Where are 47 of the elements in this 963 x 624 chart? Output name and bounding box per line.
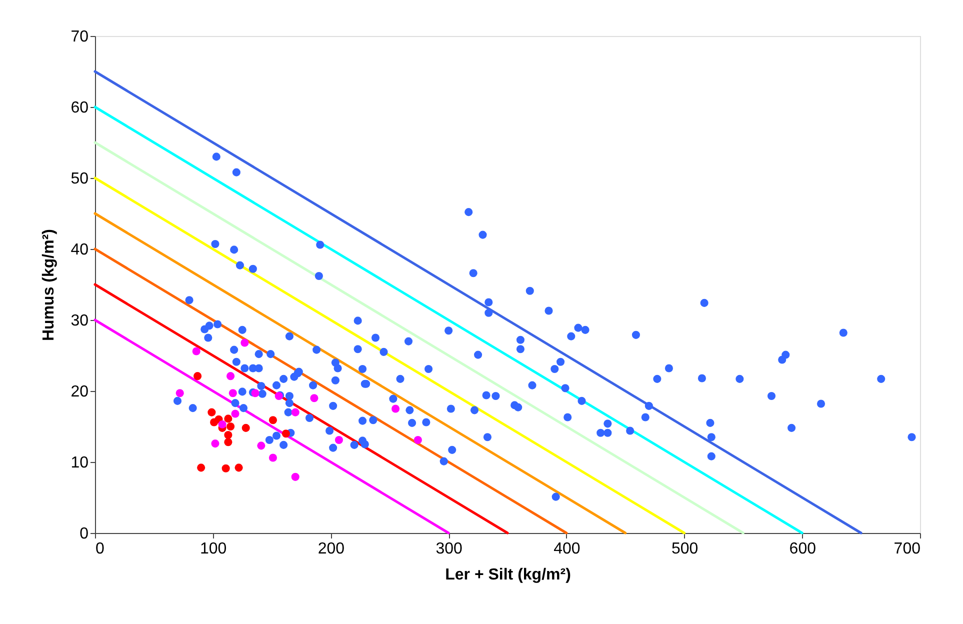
y-axis-title: Humus (kg/m²) [40,229,58,341]
point [282,430,290,438]
y-tick-label: 0 [80,526,89,542]
x-axis-title: Ler + Silt (kg/m²) [445,566,571,584]
point [414,436,422,444]
point [176,389,184,398]
y-tick-label: 70 [70,28,89,46]
x-tick-label: 100 [200,540,227,558]
point [197,464,206,472]
point [334,436,343,444]
point [224,430,232,440]
y-tick-label: 40 [70,242,89,258]
x-tick-label: 700 [894,540,921,558]
x-tick-label: 600 [789,540,816,558]
point [224,414,232,423]
point [226,422,235,431]
x-tick-label: 500 [671,540,698,558]
y-tick-label: 30 [70,312,89,330]
point [291,472,300,481]
y-tick-label: 50 [70,170,89,188]
point [257,442,266,450]
point [240,338,249,347]
x-tick-label: 0 [96,540,104,558]
y-tick-label: 60 [70,100,89,116]
x-tick-label: 300 [436,540,463,558]
point [192,347,200,356]
point [234,464,243,472]
x-tick-label: 200 [318,540,345,558]
point [222,464,230,472]
point [228,389,237,398]
point [251,389,260,398]
point [208,408,216,416]
x-tick-label: 400 [554,540,580,558]
y-tick-label: 20 [70,384,89,400]
point [268,416,277,424]
point [291,408,300,416]
point [392,404,400,413]
point [242,424,250,432]
point [218,420,226,428]
point [226,372,235,380]
point [310,394,318,402]
point [224,438,232,446]
point [194,372,202,380]
point [268,454,277,462]
y-tick-label: 10 [70,454,89,472]
point [231,410,240,418]
point [211,440,220,448]
